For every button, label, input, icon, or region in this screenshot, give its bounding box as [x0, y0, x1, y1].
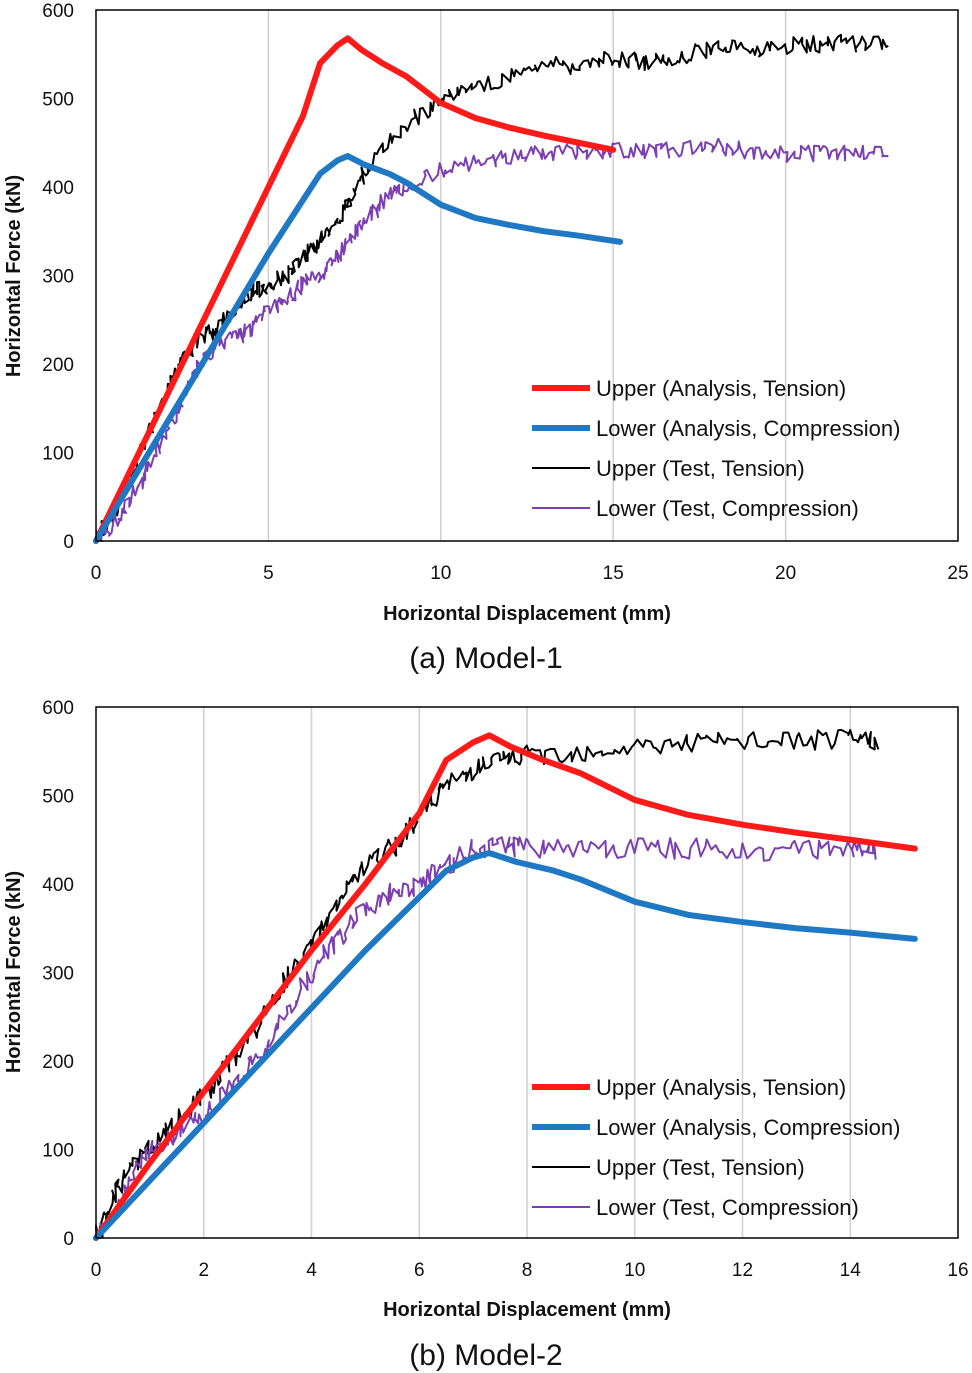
y-tick-label: 600: [42, 1, 74, 22]
legend-label-lower-test: Lower (Test, Compression): [596, 1195, 859, 1220]
legend-label-lower-test: Lower (Test, Compression): [596, 496, 859, 521]
legend-label-lower-analysis: Lower (Analysis, Compression): [596, 1115, 900, 1140]
series-group: [93, 33, 889, 544]
x-tick-label: 2: [198, 1260, 209, 1281]
y-tick-label: 200: [42, 1052, 74, 1073]
plot-border: [95, 9, 959, 542]
y-tick-label: 0: [63, 1229, 74, 1250]
x-tick-label: 5: [263, 563, 274, 584]
legend: Upper (Analysis, Tension) Lower (Analysi…: [532, 1075, 900, 1220]
series-line-lower_analysis: [93, 153, 624, 544]
y-tick-label: 100: [42, 444, 74, 465]
x-tick-label: 12: [732, 1260, 753, 1281]
x-tick-label: 8: [522, 1260, 533, 1281]
y-axis-title: Horizontal Force (kN): [3, 175, 25, 377]
series-line-lower_analysis: [93, 850, 918, 1241]
tick-labels: 0 5 10 15 20 25 0 100 200 300 400 500 600: [42, 1, 968, 584]
series-group: [93, 728, 918, 1241]
x-tick-label: 6: [414, 1260, 425, 1281]
y-tick-label: 600: [42, 698, 74, 719]
y-axis-title: Horizontal Force (kN): [3, 871, 25, 1073]
x-axis-title: Horizontal Displacement (mm): [383, 603, 671, 625]
legend: Upper (Analysis, Tension) Lower (Analysi…: [532, 376, 900, 521]
legend-label-lower-analysis: Lower (Analysis, Compression): [596, 416, 900, 441]
tick-labels: 0 2 4 6 8 10 12 14 16 0 100 200 300 400 500 600: [42, 698, 968, 1281]
legend-label-upper-analysis: Upper (Analysis, Tension): [596, 376, 846, 401]
y-tick-label: 500: [42, 787, 74, 808]
y-tick-label: 300: [42, 267, 74, 288]
y-tick-label: 500: [42, 90, 74, 111]
plot-area: [96, 10, 958, 541]
x-tick-label: 4: [306, 1260, 317, 1281]
legend-label-upper-analysis: Upper (Analysis, Tension): [596, 1075, 846, 1100]
x-axis-title: Horizontal Displacement (mm): [383, 1299, 671, 1321]
legend-label-upper-test: Upper (Test, Tension): [596, 456, 805, 481]
x-tick-label: 15: [603, 563, 624, 584]
grid-lines: [267, 10, 787, 541]
chart-model-2: 0 2 4 6 8 10 12 14 16 0 100 200 300 400 500 600 Horizon…: [3, 698, 969, 1372]
grid-lines: [203, 707, 851, 1238]
x-tick-label: 10: [624, 1260, 645, 1281]
y-tick-label: 0: [63, 532, 74, 553]
y-tick-label: 300: [42, 964, 74, 985]
y-tick-label: 400: [42, 178, 74, 199]
caption-model-1: (a) Model-1: [409, 642, 562, 675]
x-tick-label: 14: [840, 1260, 862, 1281]
legend-label-upper-test: Upper (Test, Tension): [596, 1155, 805, 1180]
y-tick-label: 100: [42, 1141, 74, 1162]
plot-border: [95, 706, 959, 1239]
y-tick-label: 200: [42, 355, 74, 376]
y-tick-label: 400: [42, 875, 74, 896]
series-line-lower_test: [95, 836, 877, 1239]
series-line-upper_analysis: [93, 732, 918, 1241]
series-line-upper_analysis: [93, 35, 617, 544]
x-tick-label: 25: [947, 563, 968, 584]
x-tick-label: 0: [91, 1260, 102, 1281]
x-tick-label: 0: [91, 563, 102, 584]
caption-model-2: (b) Model-2: [409, 1339, 562, 1372]
x-tick-label: 10: [430, 563, 451, 584]
series-line-upper_test: [95, 33, 889, 542]
x-tick-label: 20: [775, 563, 796, 584]
chart-model-1: 0 5 10 15 20 25 0 100 200 300 400 500 600 Horizontal…: [3, 1, 969, 675]
x-tick-label: 16: [947, 1260, 968, 1281]
